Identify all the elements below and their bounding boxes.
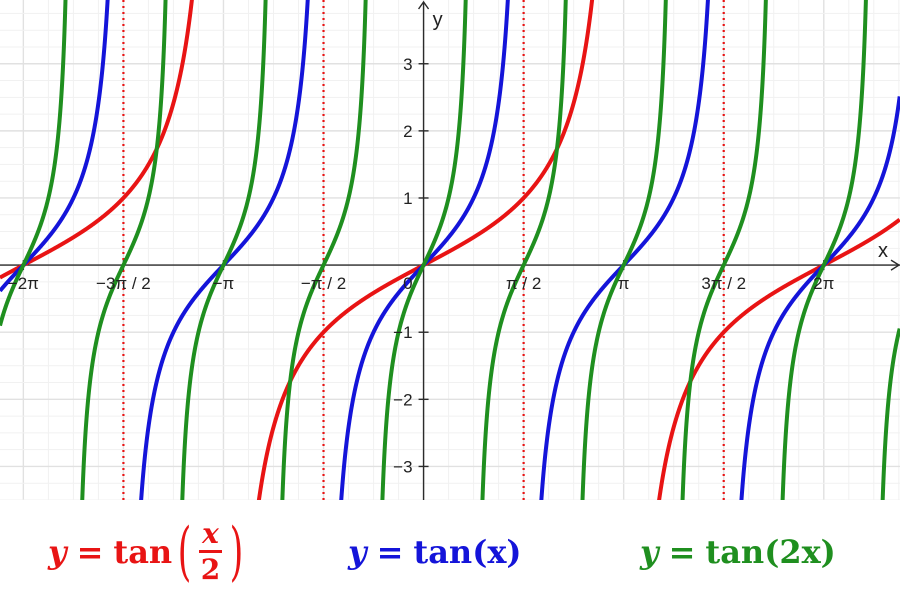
legend-red-fn: tan — [113, 533, 173, 571]
x-tick-label: −π — [213, 274, 235, 293]
y-axis-arrow — [417, 0, 430, 10]
legend-green-equals: = — [668, 533, 696, 571]
legend-green-equation: y = tan (2x) — [640, 522, 836, 582]
curves — [0, 0, 900, 500]
legend-red-fraction: x 2 — [199, 520, 222, 584]
legend-blue-equals: = — [376, 533, 404, 571]
legend-red-equation: y = tan ( x 2 ) — [48, 515, 249, 589]
curve-tan2x — [0, 0, 900, 500]
x-tick-label: π / 2 — [506, 274, 541, 293]
x-axis-label: x — [878, 240, 888, 262]
x-tick-label: 2π — [813, 274, 834, 293]
legend: y = tan ( x 2 ) y = tan (x) y = tan (2x) — [0, 500, 900, 597]
y-tick-label: −1 — [393, 323, 412, 342]
x-tick-label: −3π / 2 — [96, 274, 151, 293]
x-tick-label: −2π — [8, 274, 39, 293]
y-tick-label: 1 — [403, 189, 412, 208]
y-tick-label: 2 — [403, 122, 412, 141]
y-tick-label: −3 — [393, 457, 412, 476]
legend-red-equals: = — [76, 533, 104, 571]
tick-labels: −2π −3π / 2 −π −π / 2 π / 2 π 3π / 2 2π −3 −2 −1 1 2… — [8, 9, 888, 476]
x-tick-label: −π / 2 — [301, 274, 346, 293]
x-tick-label: π — [618, 274, 630, 293]
legend-blue-arg: (x) — [472, 533, 522, 571]
legend-green-y: y — [640, 533, 659, 571]
legend-red-numerator: x — [199, 520, 222, 553]
x-tick-label: 3π / 2 — [701, 274, 746, 293]
legend-red-lparen: ( — [177, 515, 192, 589]
legend-green-arg: (2x) — [764, 533, 836, 571]
y-tick-label: −2 — [393, 390, 412, 409]
legend-red-denominator: 2 — [200, 553, 221, 586]
legend-blue-fn: tan — [413, 533, 473, 571]
y-axis-label: y — [433, 9, 443, 31]
legend-red-y: y — [48, 533, 67, 571]
origin-label: 0 — [403, 274, 412, 293]
y-tick-label: 3 — [403, 55, 412, 74]
grid-lines — [0, 0, 900, 500]
x-axis-arrow — [890, 259, 900, 271]
tangent-plot: −2π −3π / 2 −π −π / 2 π / 2 π 3π / 2 2π −3 −2 −1 1 2… — [0, 0, 900, 500]
legend-blue-y: y — [348, 533, 367, 571]
legend-green-fn: tan — [705, 533, 765, 571]
legend-red-rparen: ) — [229, 515, 244, 589]
legend-blue-equation: y = tan (x) — [348, 522, 522, 582]
